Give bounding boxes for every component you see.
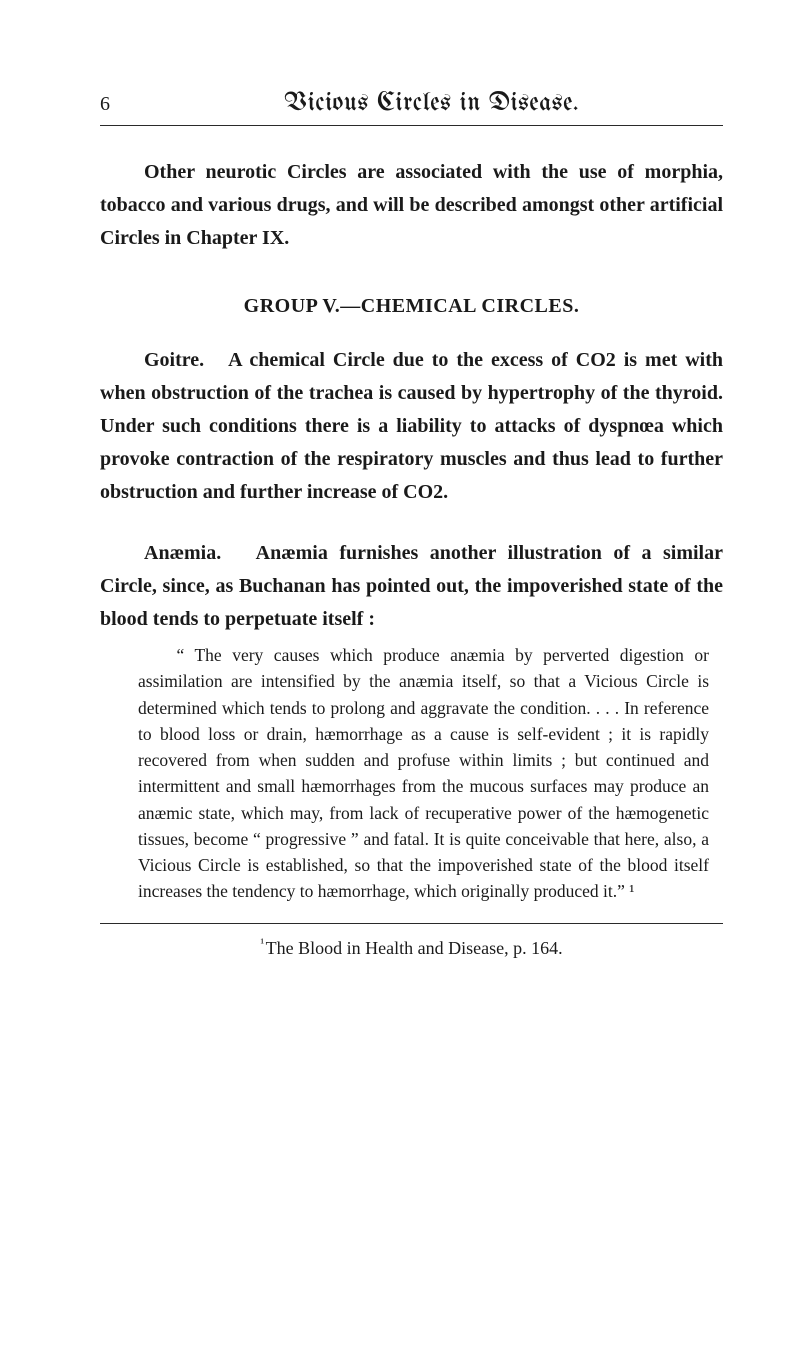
- footnote-marker: ¹: [260, 936, 264, 950]
- block-quote: “ The very causes which produce anæmia b…: [100, 642, 723, 905]
- running-head: 6 Vicious Circles in Disease.: [100, 90, 723, 126]
- goitre-text: A chemical Circle due to the excess of C…: [100, 349, 723, 503]
- page-number: 6: [100, 93, 140, 116]
- goitre-lead: Goitre.: [144, 349, 204, 371]
- page: 6 Vicious Circles in Disease. Other neur…: [0, 0, 801, 1019]
- paragraph-intro-text: Other neurotic Circles are associated wi…: [100, 161, 723, 249]
- footnote: ¹ The Blood in Health and Disease, p. 16…: [100, 938, 723, 959]
- paragraph-anaemia: Anæmia. Anæmia furnishes another illustr…: [100, 537, 723, 636]
- paragraph-intro: Other neurotic Circles are associated wi…: [100, 156, 723, 255]
- running-title: Vicious Circles in Disease.: [140, 90, 723, 117]
- footnote-text: The Blood in Health and Disease, p. 164.: [266, 938, 563, 958]
- anaemia-lead: Anæmia.: [144, 542, 221, 564]
- footnote-rule: [100, 923, 723, 924]
- block-quote-text: “ The very causes which produce anæmia b…: [138, 645, 709, 901]
- section-heading: GROUP V.—CHEMICAL CIRCLES.: [100, 295, 723, 318]
- paragraph-goitre: Goitre. A chemical Circle due to the exc…: [100, 344, 723, 509]
